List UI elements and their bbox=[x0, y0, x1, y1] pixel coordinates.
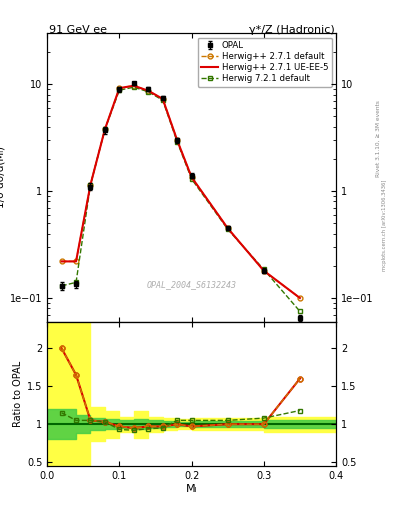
Herwig 7.2.1 default bbox=[146, 89, 151, 95]
Herwig 7.2.1 default bbox=[117, 87, 122, 93]
Text: OPAL_2004_S6132243: OPAL_2004_S6132243 bbox=[147, 280, 237, 289]
Herwig++ 2.7.1 UE-EE-5 bbox=[175, 137, 180, 143]
Herwig++ 2.7.1 UE-EE-5 bbox=[298, 295, 302, 301]
Herwig 7.2.1 default bbox=[298, 308, 302, 314]
X-axis label: Mₗ: Mₗ bbox=[186, 483, 197, 494]
Herwig++ 2.7.1 default bbox=[117, 85, 122, 91]
Text: 91 GeV ee: 91 GeV ee bbox=[49, 25, 107, 35]
Herwig++ 2.7.1 default bbox=[132, 82, 136, 89]
Herwig 7.2.1 default bbox=[132, 84, 136, 90]
Herwig++ 2.7.1 UE-EE-5 bbox=[189, 174, 194, 180]
Herwig++ 2.7.1 UE-EE-5 bbox=[103, 126, 107, 132]
Herwig 7.2.1 default bbox=[103, 126, 107, 132]
Herwig++ 2.7.1 default bbox=[146, 88, 151, 94]
Legend: OPAL, Herwig++ 2.7.1 default, Herwig++ 2.7.1 UE-EE-5, Herwig 7.2.1 default: OPAL, Herwig++ 2.7.1 default, Herwig++ 2… bbox=[198, 37, 332, 87]
Text: γ*/Z (Hadronic): γ*/Z (Hadronic) bbox=[249, 25, 335, 35]
Herwig++ 2.7.1 UE-EE-5 bbox=[160, 96, 165, 102]
Herwig++ 2.7.1 UE-EE-5 bbox=[59, 259, 64, 265]
Herwig++ 2.7.1 default bbox=[103, 126, 107, 132]
Y-axis label: Ratio to OPAL: Ratio to OPAL bbox=[13, 360, 23, 427]
Herwig++ 2.7.1 UE-EE-5 bbox=[225, 225, 230, 231]
Line: Herwig++ 2.7.1 default: Herwig++ 2.7.1 default bbox=[59, 83, 302, 301]
Herwig++ 2.7.1 default bbox=[74, 259, 79, 265]
Herwig++ 2.7.1 default bbox=[225, 225, 230, 231]
Herwig 7.2.1 default bbox=[189, 176, 194, 182]
Herwig 7.2.1 default bbox=[225, 226, 230, 232]
Herwig 7.2.1 default bbox=[74, 280, 79, 286]
Herwig 7.2.1 default bbox=[88, 182, 93, 188]
Y-axis label: 1/σ dσ/d(Mₗ): 1/σ dσ/d(Mₗ) bbox=[0, 146, 6, 208]
Herwig++ 2.7.1 default bbox=[189, 174, 194, 180]
Herwig++ 2.7.1 UE-EE-5 bbox=[132, 82, 136, 89]
Herwig++ 2.7.1 default bbox=[160, 96, 165, 102]
Line: Herwig++ 2.7.1 UE-EE-5: Herwig++ 2.7.1 UE-EE-5 bbox=[62, 86, 300, 298]
Line: Herwig 7.2.1 default: Herwig 7.2.1 default bbox=[59, 84, 302, 314]
Herwig++ 2.7.1 UE-EE-5 bbox=[117, 85, 122, 91]
Herwig++ 2.7.1 UE-EE-5 bbox=[261, 268, 266, 274]
Herwig++ 2.7.1 default bbox=[261, 268, 266, 274]
Herwig 7.2.1 default bbox=[175, 139, 180, 145]
Text: Rivet 3.1.10, ≥ 3M events: Rivet 3.1.10, ≥ 3M events bbox=[376, 100, 381, 177]
Herwig++ 2.7.1 UE-EE-5 bbox=[88, 182, 93, 188]
Herwig++ 2.7.1 default bbox=[175, 137, 180, 143]
Herwig 7.2.1 default bbox=[160, 97, 165, 103]
Text: mcplots.cern.ch [arXiv:1306.3436]: mcplots.cern.ch [arXiv:1306.3436] bbox=[382, 180, 387, 271]
Herwig 7.2.1 default bbox=[261, 266, 266, 272]
Herwig++ 2.7.1 UE-EE-5 bbox=[146, 88, 151, 94]
Herwig++ 2.7.1 UE-EE-5 bbox=[74, 259, 79, 265]
Herwig++ 2.7.1 default bbox=[88, 182, 93, 188]
Herwig 7.2.1 default bbox=[59, 283, 64, 289]
Herwig++ 2.7.1 default bbox=[298, 295, 302, 301]
Herwig++ 2.7.1 default bbox=[59, 259, 64, 265]
